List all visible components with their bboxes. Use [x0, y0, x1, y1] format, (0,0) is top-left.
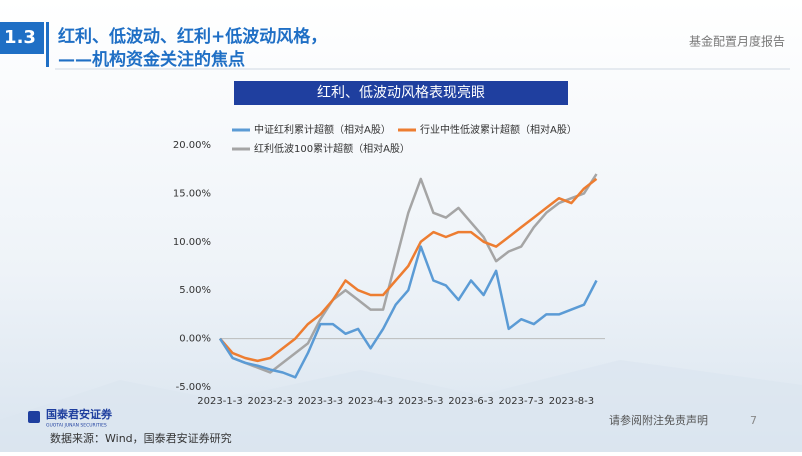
legend-label: 行业中性低波累计超额（相对A股）: [420, 123, 577, 136]
series-line: [218, 245, 598, 379]
disclaimer: 请参阅附注免责声明: [609, 413, 708, 427]
chart-title: 红利、低波动风格表现亮眼: [317, 84, 485, 101]
logo-icon: [28, 411, 40, 423]
y-tick-label: -5.00%: [176, 382, 211, 393]
x-tick-label: 2023-3-3: [298, 396, 343, 407]
x-tick-label: 2023-8-3: [549, 396, 594, 407]
mountain-decor: [0, 360, 802, 452]
logo-en: GUOTAI JUNAN SECURITIES: [46, 423, 107, 429]
report-name: 基金配置月度报告: [689, 34, 785, 49]
section-number: 1.3: [4, 27, 36, 48]
x-tick-label: 2023-7-3: [499, 396, 544, 407]
x-tick-label: 2023-5-3: [398, 396, 443, 407]
title-line: 红利、低波动、红利+低波动风格，: [58, 26, 327, 47]
legend-label: 红利低波100累计超额（相对A股）: [254, 142, 410, 155]
y-tick-label: 10.00%: [173, 237, 211, 248]
legend-label: 中证红利累计超额（相对A股）: [254, 123, 391, 136]
x-tick-label: 2023-6-3: [448, 396, 493, 407]
title-line: ——机构资金关注的焦点: [58, 49, 245, 70]
x-tick-label: 2023-2-3: [248, 396, 293, 407]
section-box: [0, 22, 44, 54]
y-tick-label: 5.00%: [179, 285, 211, 296]
x-tick-label: 2023-1-3: [197, 396, 242, 407]
chart-banner: [234, 81, 568, 105]
plot: -5.00% 0.00% 5.00% 10.00% 15.00% 20.00% 2023-1…: [173, 123, 605, 407]
y-tick-label: 15.00%: [173, 188, 211, 199]
title-bar: [46, 22, 49, 67]
x-tick-label: 2023-4-3: [348, 396, 393, 407]
logo-text: 国泰君安证券: [46, 407, 113, 421]
series-line: [218, 173, 598, 374]
source-note: 数据来源：Wind，国泰君安证券研究: [50, 431, 232, 445]
y-tick-label: 20.00%: [173, 140, 211, 151]
y-tick-label: 0.00%: [179, 334, 211, 345]
page-number: 7: [750, 414, 757, 427]
series-line: [219, 177, 598, 363]
